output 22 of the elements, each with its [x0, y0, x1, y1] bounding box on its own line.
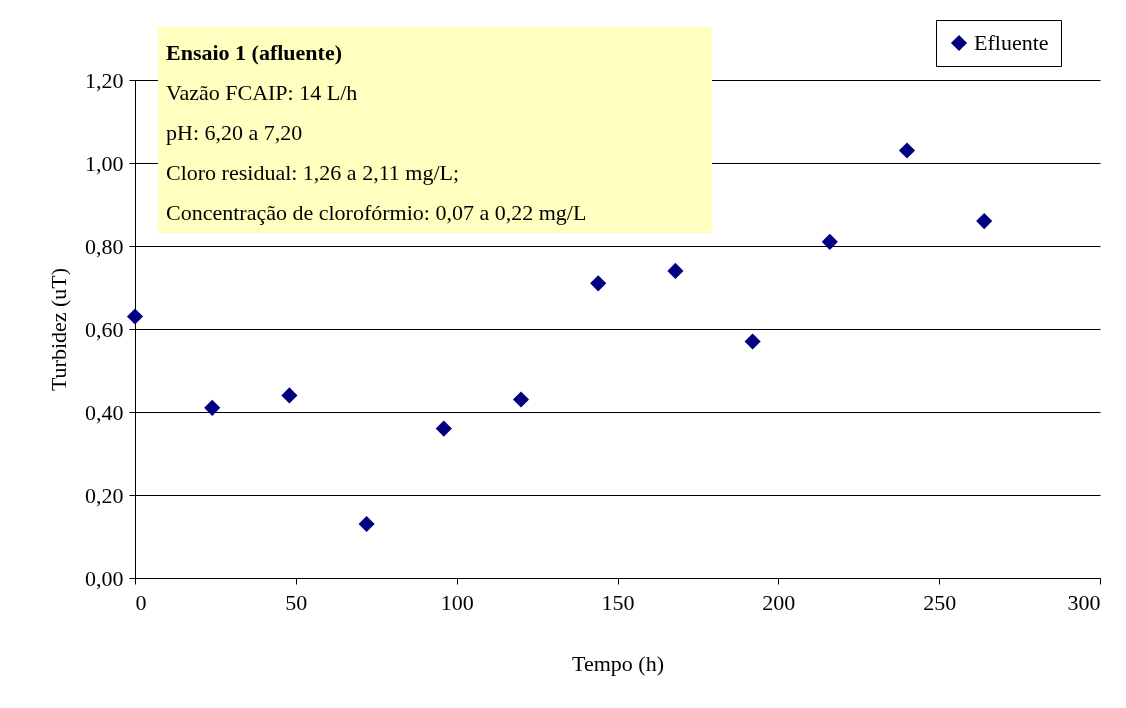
y-tick-label: 0,60: [85, 316, 124, 342]
y-axis-title: Turbidez (uT): [46, 267, 71, 392]
y-tick-label: 0,20: [85, 482, 124, 508]
x-axis-title: Tempo (h): [572, 650, 664, 676]
annotation: Concentração de clorofórmio: 0,07 a 0,22 mg/L: [166, 199, 588, 227]
x-tick-label: 200: [762, 589, 796, 615]
x-tick-label: 300: [1067, 589, 1101, 615]
annotation: Vazão FCAIP: 14 L/h: [166, 79, 359, 107]
text: Ensaio 1 (afluente): [166, 40, 342, 65]
legend-label: Efluente: [974, 30, 1049, 55]
x-tick-label: 100: [440, 589, 474, 615]
x-tick-label: 150: [601, 589, 635, 615]
x-tick-label: 0: [135, 589, 147, 615]
y-tick-label: 0,00: [85, 565, 124, 591]
annotation: Cloro residual: 1,26 a 2,11 mg/L;: [166, 159, 461, 187]
annotation: pH: 6,20 a 7,20: [166, 119, 304, 147]
x-tick-label: 250: [923, 589, 957, 615]
x-tick-label: 50: [285, 589, 308, 615]
y-tick-label: 0,80: [85, 233, 124, 259]
y-tick-label: 1,00: [85, 150, 124, 176]
y-tick-label: 0,40: [85, 399, 124, 425]
y-tick-label: 1,20: [85, 67, 124, 93]
